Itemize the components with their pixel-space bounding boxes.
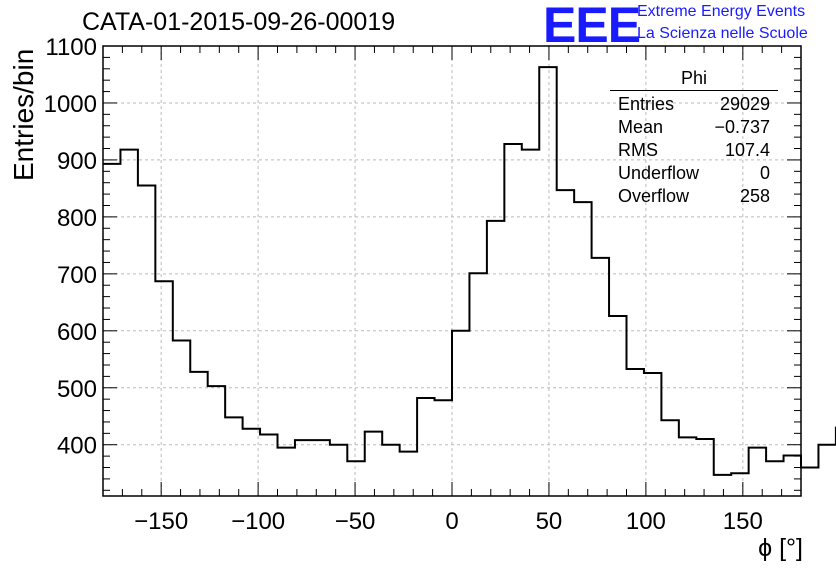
stats-row-overflow: Overflow 258 [610, 185, 778, 208]
stats-value: 0 [759, 163, 770, 183]
x-tick-label: −150 [134, 508, 188, 535]
stats-title: Phi [610, 68, 778, 91]
x-axis-label: ϕ [°] [758, 534, 803, 562]
histogram-bin [260, 434, 277, 496]
histogram-bin [435, 400, 452, 496]
histogram-bin [487, 221, 504, 496]
histogram-bin [679, 437, 696, 496]
stats-label: Overflow [618, 186, 690, 206]
histogram-bin [173, 340, 190, 496]
histogram-bin [749, 448, 766, 496]
eee-logo: EEE [543, 0, 641, 53]
histogram-bin [452, 331, 469, 496]
stats-label: Underflow [618, 163, 700, 183]
histogram-bin [557, 190, 574, 496]
histogram-bin [644, 373, 661, 496]
x-tick-label: −50 [335, 508, 376, 535]
histogram-bin [225, 417, 242, 496]
histogram-bin [522, 150, 539, 496]
stats-value: 258 [739, 186, 770, 206]
histogram-bin [295, 440, 312, 496]
histogram-bin [155, 281, 172, 496]
histogram-bin [330, 445, 347, 496]
y-tick-label: 400 [57, 433, 97, 460]
stats-value: −0.737 [714, 117, 770, 137]
stats-row-underflow: Underflow 0 [610, 162, 778, 185]
histogram-bin [818, 445, 835, 496]
histogram-bin [766, 461, 783, 496]
y-tick-labels: 400 500 600 700 800 900 1000 1100 [44, 34, 97, 460]
y-tick-label: 500 [57, 376, 97, 403]
y-tick-label: 1000 [44, 91, 97, 118]
histogram-bin [696, 439, 713, 496]
stats-value: 29029 [719, 94, 770, 114]
logo-subtitle-line2: La Scienza nelle Scuole [637, 25, 808, 42]
histogram-bin [120, 150, 137, 496]
histogram-bin [731, 473, 748, 496]
histogram-bin [627, 369, 644, 496]
histogram-bin [190, 372, 207, 496]
stats-box: Phi Entries 29029 Mean −0.737 RMS 107.4 … [610, 68, 778, 208]
histogram-bin [504, 144, 521, 496]
x-tick-labels: −150 −100 −50 0 50 100 150 [134, 508, 763, 535]
run-title: CATA-01-2015-09-26-00019 [82, 8, 396, 36]
stats-row-rms: RMS 107.4 [610, 139, 778, 162]
stats-label: RMS [618, 140, 658, 160]
stats-row-mean: Mean −0.737 [610, 116, 778, 139]
y-tick-label: 600 [57, 319, 97, 346]
histogram-bin [714, 475, 731, 496]
histogram-bin [103, 164, 120, 496]
y-axis-label: Entries/bin [8, 48, 39, 181]
histogram-bin [609, 316, 626, 496]
histogram-bin [312, 440, 329, 496]
stats-row-entries: Entries 29029 [610, 93, 778, 116]
x-tick-label: 100 [626, 508, 666, 535]
histogram-bin [469, 273, 486, 496]
y-tick-label: 700 [57, 262, 97, 289]
stats-value: 107.4 [724, 140, 770, 160]
histogram-bin [347, 461, 364, 496]
y-tick-label: 1100 [45, 34, 97, 61]
histogram-bin [574, 202, 591, 496]
histogram-series [103, 66, 836, 496]
axis-ticks [102, 45, 802, 496]
stats-label: Mean [618, 117, 664, 137]
x-tick-label: 0 [445, 508, 458, 535]
histogram-bin [417, 398, 434, 496]
histogram-bin [539, 67, 556, 496]
plot-border [102, 45, 802, 497]
histogram-outline [103, 66, 836, 476]
x-tick-label: 150 [723, 508, 763, 535]
x-tick-label: −100 [231, 508, 285, 535]
histogram-bin [661, 420, 678, 496]
logo-subtitle-line1: Extreme Energy Events [637, 3, 806, 20]
histogram-bin [243, 429, 260, 496]
histogram-bin [208, 386, 225, 496]
histogram-bin [278, 448, 295, 496]
y-tick-label: 900 [57, 148, 97, 175]
histogram-bin [400, 452, 417, 496]
histogram-bin [138, 186, 155, 496]
histogram-bin [592, 258, 609, 496]
stats-label: Entries [618, 94, 675, 114]
x-tick-label: 50 [536, 508, 563, 535]
y-tick-label: 800 [57, 205, 97, 232]
histogram-bin [382, 445, 399, 496]
histogram-bin [365, 432, 382, 496]
histogram-bin [801, 468, 818, 496]
plot-frame [102, 45, 802, 497]
